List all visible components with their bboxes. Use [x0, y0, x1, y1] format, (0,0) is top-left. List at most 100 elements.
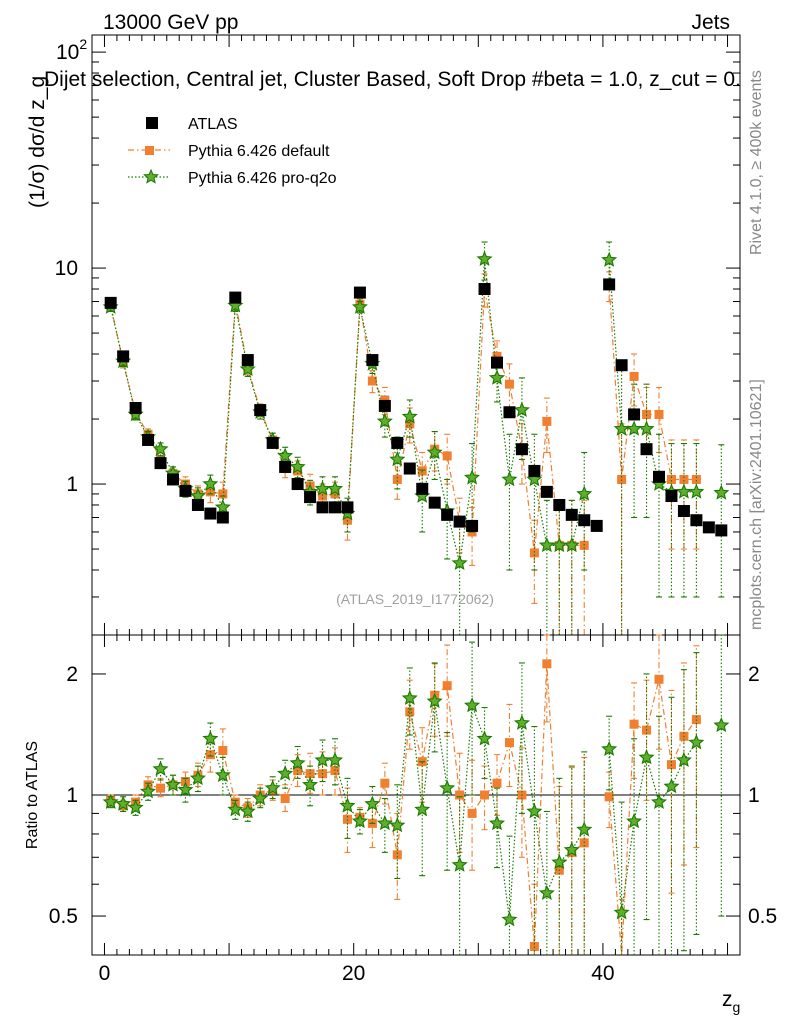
data-point-star [376, 412, 393, 429]
data-point-star [501, 911, 518, 927]
atlas-data-point [503, 406, 516, 419]
data-point-star [426, 444, 443, 460]
atlas-data-point [341, 501, 354, 514]
mcplots-reference: mcplots.cern.ch [arXiv:2401.10621] [748, 379, 765, 630]
data-point-star [576, 821, 593, 837]
data-point-square [293, 466, 303, 476]
data-point-star [252, 790, 269, 806]
main-plot-series [102, 241, 730, 635]
data-point-star [339, 797, 356, 813]
data-point-star [464, 697, 481, 713]
atlas-data-point [416, 482, 429, 495]
data-point-square [417, 466, 427, 476]
atlas-data-point [677, 505, 690, 518]
ratio-plot-series [102, 634, 730, 956]
data-point-star [127, 799, 144, 815]
atlas-data-point [528, 464, 541, 477]
data-point-square [480, 790, 490, 800]
atlas-data-point [266, 436, 279, 449]
atlas-data-point [391, 436, 404, 449]
data-point-star [451, 856, 468, 872]
y-tick-label: 2 [66, 663, 78, 686]
data-point-star [464, 469, 481, 485]
atlas-data-point [216, 511, 229, 524]
energy-label: 13000 GeV pp [103, 11, 238, 34]
data-point-star [277, 765, 294, 781]
atlas-data-point [553, 498, 566, 511]
data-point-star [476, 730, 493, 746]
data-point-star [601, 251, 618, 267]
series-line [608, 285, 697, 481]
data-point-square [455, 790, 465, 800]
y-tick-label: 0.5 [49, 905, 78, 928]
series-line [110, 698, 585, 920]
atlas-data-point [378, 399, 391, 412]
legend: ATLAS Pythia 6.426 default Pythia 6.426 … [128, 116, 337, 187]
data-point-square [318, 491, 328, 501]
data-point-star [289, 458, 306, 474]
y-tick-label: 10 [55, 257, 78, 280]
x-tick-label: 40 [591, 962, 614, 985]
atlas-data-point [304, 491, 317, 504]
data-point-star [326, 480, 344, 496]
atlas-data-point [578, 514, 591, 527]
data-point-star [638, 748, 655, 765]
atlas-data-point [428, 496, 441, 509]
data-point-star [526, 471, 543, 487]
data-point-star [476, 250, 493, 266]
data-point-square [529, 941, 539, 951]
data-point-square [666, 474, 676, 484]
atlas-data-point [515, 443, 528, 456]
data-point-star [563, 841, 580, 857]
data-point-star [439, 779, 456, 795]
data-point-square [542, 416, 552, 426]
data-point-star [513, 714, 530, 730]
data-point-square [642, 409, 652, 419]
atlas-data-point [540, 485, 553, 498]
data-point-square [280, 794, 290, 804]
data-point-square [492, 778, 502, 788]
data-point-square [604, 792, 614, 802]
category-label: Jets [691, 11, 730, 34]
data-point-star [626, 812, 643, 829]
y-tick-label-right: 0.5 [748, 905, 777, 928]
atlas-data-point [329, 501, 341, 514]
data-point-square [442, 451, 452, 461]
data-point-star [102, 793, 119, 809]
data-point-star [414, 801, 431, 817]
ratio-y-axis-title: Ratio to ATLAS [24, 741, 41, 849]
legend-marker-default [145, 146, 154, 155]
atlas-data-point [179, 484, 192, 497]
data-point-star [451, 554, 468, 571]
atlas-data-point [154, 457, 167, 470]
y-tick-label-right: 2 [748, 663, 760, 686]
data-point-star [601, 740, 618, 756]
atlas-data-point [702, 521, 715, 534]
atlas-data-point [241, 354, 254, 367]
data-point-star [289, 754, 306, 770]
data-point-square [405, 419, 415, 429]
atlas-data-point [690, 514, 703, 527]
data-point-star [277, 447, 294, 463]
atlas-data-point [403, 462, 416, 475]
atlas-data-point [104, 296, 117, 309]
atlas-data-point [565, 508, 578, 521]
data-point-square [205, 487, 215, 497]
atlas-data-point [603, 278, 616, 291]
data-point-star [214, 498, 231, 515]
rivet-version-note: Rivet 4.1.0, ≥ 400k events [748, 70, 765, 255]
data-point-star [713, 716, 730, 733]
data-point-star [177, 781, 194, 797]
atlas-data-point [628, 408, 641, 421]
atlas-data-point [478, 283, 491, 296]
data-point-square [218, 489, 228, 499]
data-point-star [314, 751, 331, 768]
x-tick-label: 0 [99, 962, 111, 985]
data-point-square [654, 674, 664, 684]
atlas-data-point [653, 470, 665, 483]
data-point-square [691, 474, 701, 484]
data-point-star [401, 689, 418, 706]
data-point-star [688, 734, 705, 750]
data-point-star [426, 692, 443, 709]
